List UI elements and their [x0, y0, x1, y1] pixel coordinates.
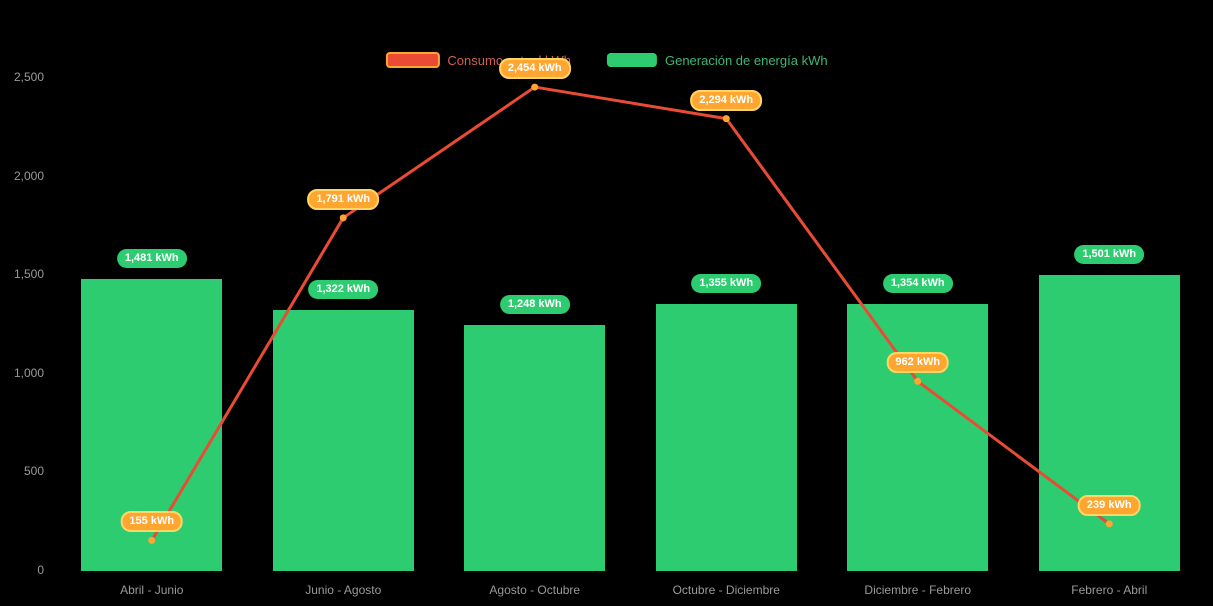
- generation-bar[interactable]: [655, 303, 797, 571]
- y-axis-tick-label: 2,000: [13, 168, 44, 183]
- generation-value-label: 1,322 kWh: [308, 280, 379, 300]
- x-axis-category-label: Agosto - Octubre: [489, 583, 581, 597]
- consumption-value-label: 962 kWh: [886, 352, 950, 374]
- consumption-value-label: 239 kWh: [1077, 494, 1141, 516]
- y-axis-tick-label: 2,500: [13, 70, 44, 84]
- generation-bar[interactable]: [464, 324, 606, 571]
- generation-value-label: 1,481 kWh: [116, 248, 187, 268]
- consumption-value-label: 2,454 kWh: [498, 58, 571, 80]
- y-axis-tick-label: 500: [23, 464, 44, 479]
- x-axis-category-label: Abril - Junio: [120, 583, 184, 597]
- generacion-legend-swatch: [606, 53, 657, 67]
- y-axis-tick-label: 0: [37, 563, 44, 577]
- chart-legend: Consumo actual kWh Generación de energía…: [385, 52, 828, 68]
- x-axis-category-label: Junio - Agosto: [305, 583, 382, 597]
- generation-value-label: 1,355 kWh: [691, 273, 762, 293]
- generation-bar[interactable]: [847, 303, 989, 571]
- consumption-value-label: 155 kWh: [120, 511, 184, 533]
- x-axis-category-label: Octubre - Diciembre: [672, 583, 780, 597]
- consumption-point[interactable]: [339, 214, 347, 222]
- generation-bar[interactable]: [272, 310, 414, 571]
- y-axis-tick-label: 1,500: [13, 267, 44, 282]
- consumption-point[interactable]: [531, 83, 539, 91]
- legend-label-generacion: Generación de energía kWh: [664, 52, 828, 68]
- consumption-value-label: 2,294 kWh: [690, 89, 763, 111]
- generation-value-label: 1,248 kWh: [499, 294, 570, 314]
- consumo-legend-swatch: [385, 52, 440, 68]
- x-axis-category-label: Febrero - Abril: [1071, 583, 1148, 597]
- legend-item-generacion[interactable]: Generación de energía kWh: [606, 52, 828, 68]
- generation-bar[interactable]: [1038, 275, 1180, 571]
- generation-value-label: 1,354 kWh: [882, 273, 953, 293]
- generation-value-label: 1,501 kWh: [1074, 245, 1145, 264]
- consumption-value-label: 1,791 kWh: [307, 188, 380, 210]
- x-axis-category-label: Diciembre - Febrero: [864, 583, 972, 597]
- y-axis-tick-label: 1,000: [13, 365, 44, 380]
- consumption-point[interactable]: [722, 115, 730, 123]
